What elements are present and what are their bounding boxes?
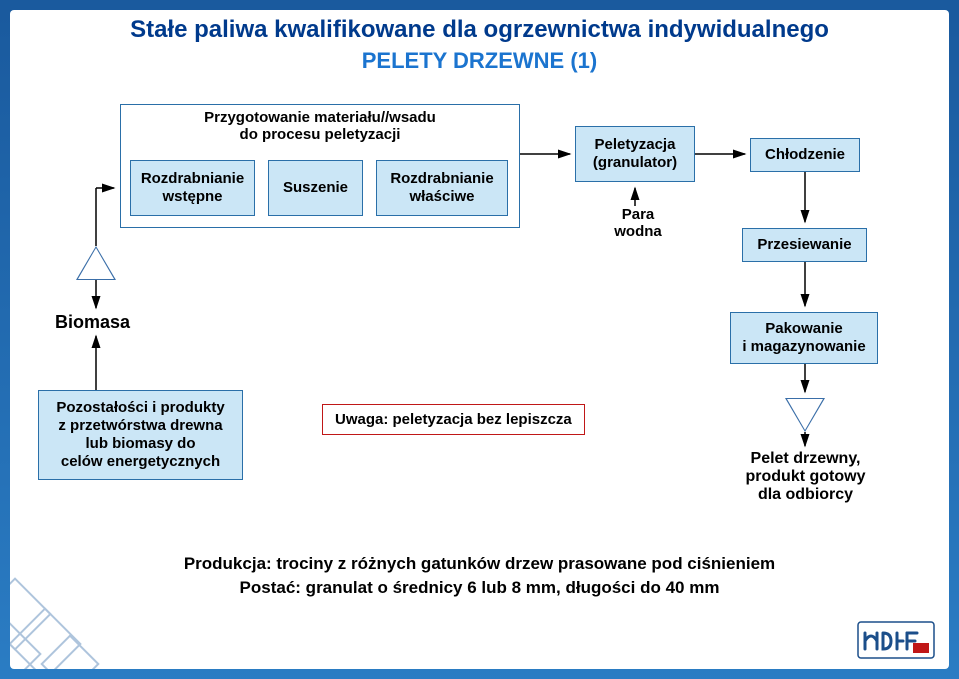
- box-peletyzacja: Peletyzacja (granulator): [575, 126, 695, 182]
- note-box: Uwaga: peletyzacja bez lepiszcza: [322, 404, 585, 435]
- slide-subtitle: PELETY DRZEWNE (1): [10, 48, 949, 74]
- slide-title: Stałe paliwa kwalifikowane dla ogrzewnic…: [10, 16, 949, 44]
- label-output: Pelet drzewny, produkt gotowy dla odbior…: [728, 450, 883, 504]
- step-suszenie: Suszenie: [268, 160, 363, 216]
- box-przesiewanie: Przesiewanie: [742, 228, 867, 262]
- box-input: Pozostałości i produkty z przetwórstwa d…: [38, 390, 243, 480]
- footer-line-1: Produkcja: trociny z różnych gatunków dr…: [10, 554, 949, 574]
- step-rozdrab-wstepne: Rozdrabnianie wstępne: [130, 160, 255, 216]
- slide: Stałe paliwa kwalifikowane dla ogrzewnic…: [10, 10, 949, 669]
- footer-line-2: Postać: granulat o średnicy 6 lub 8 mm, …: [10, 578, 949, 598]
- label-para: Para wodna: [598, 206, 678, 240]
- logo-icon: [857, 621, 935, 659]
- prep-group-label: Przygotowanie materiału//wsadu do proces…: [121, 109, 519, 143]
- box-pakowanie: Pakowanie i magazynowanie: [730, 312, 878, 364]
- step-rozdrab-wlasciwe: Rozdrabnianie właściwe: [376, 160, 508, 216]
- label-biomasa: Biomasa: [55, 312, 130, 333]
- box-chlodzenie: Chłodzenie: [750, 138, 860, 172]
